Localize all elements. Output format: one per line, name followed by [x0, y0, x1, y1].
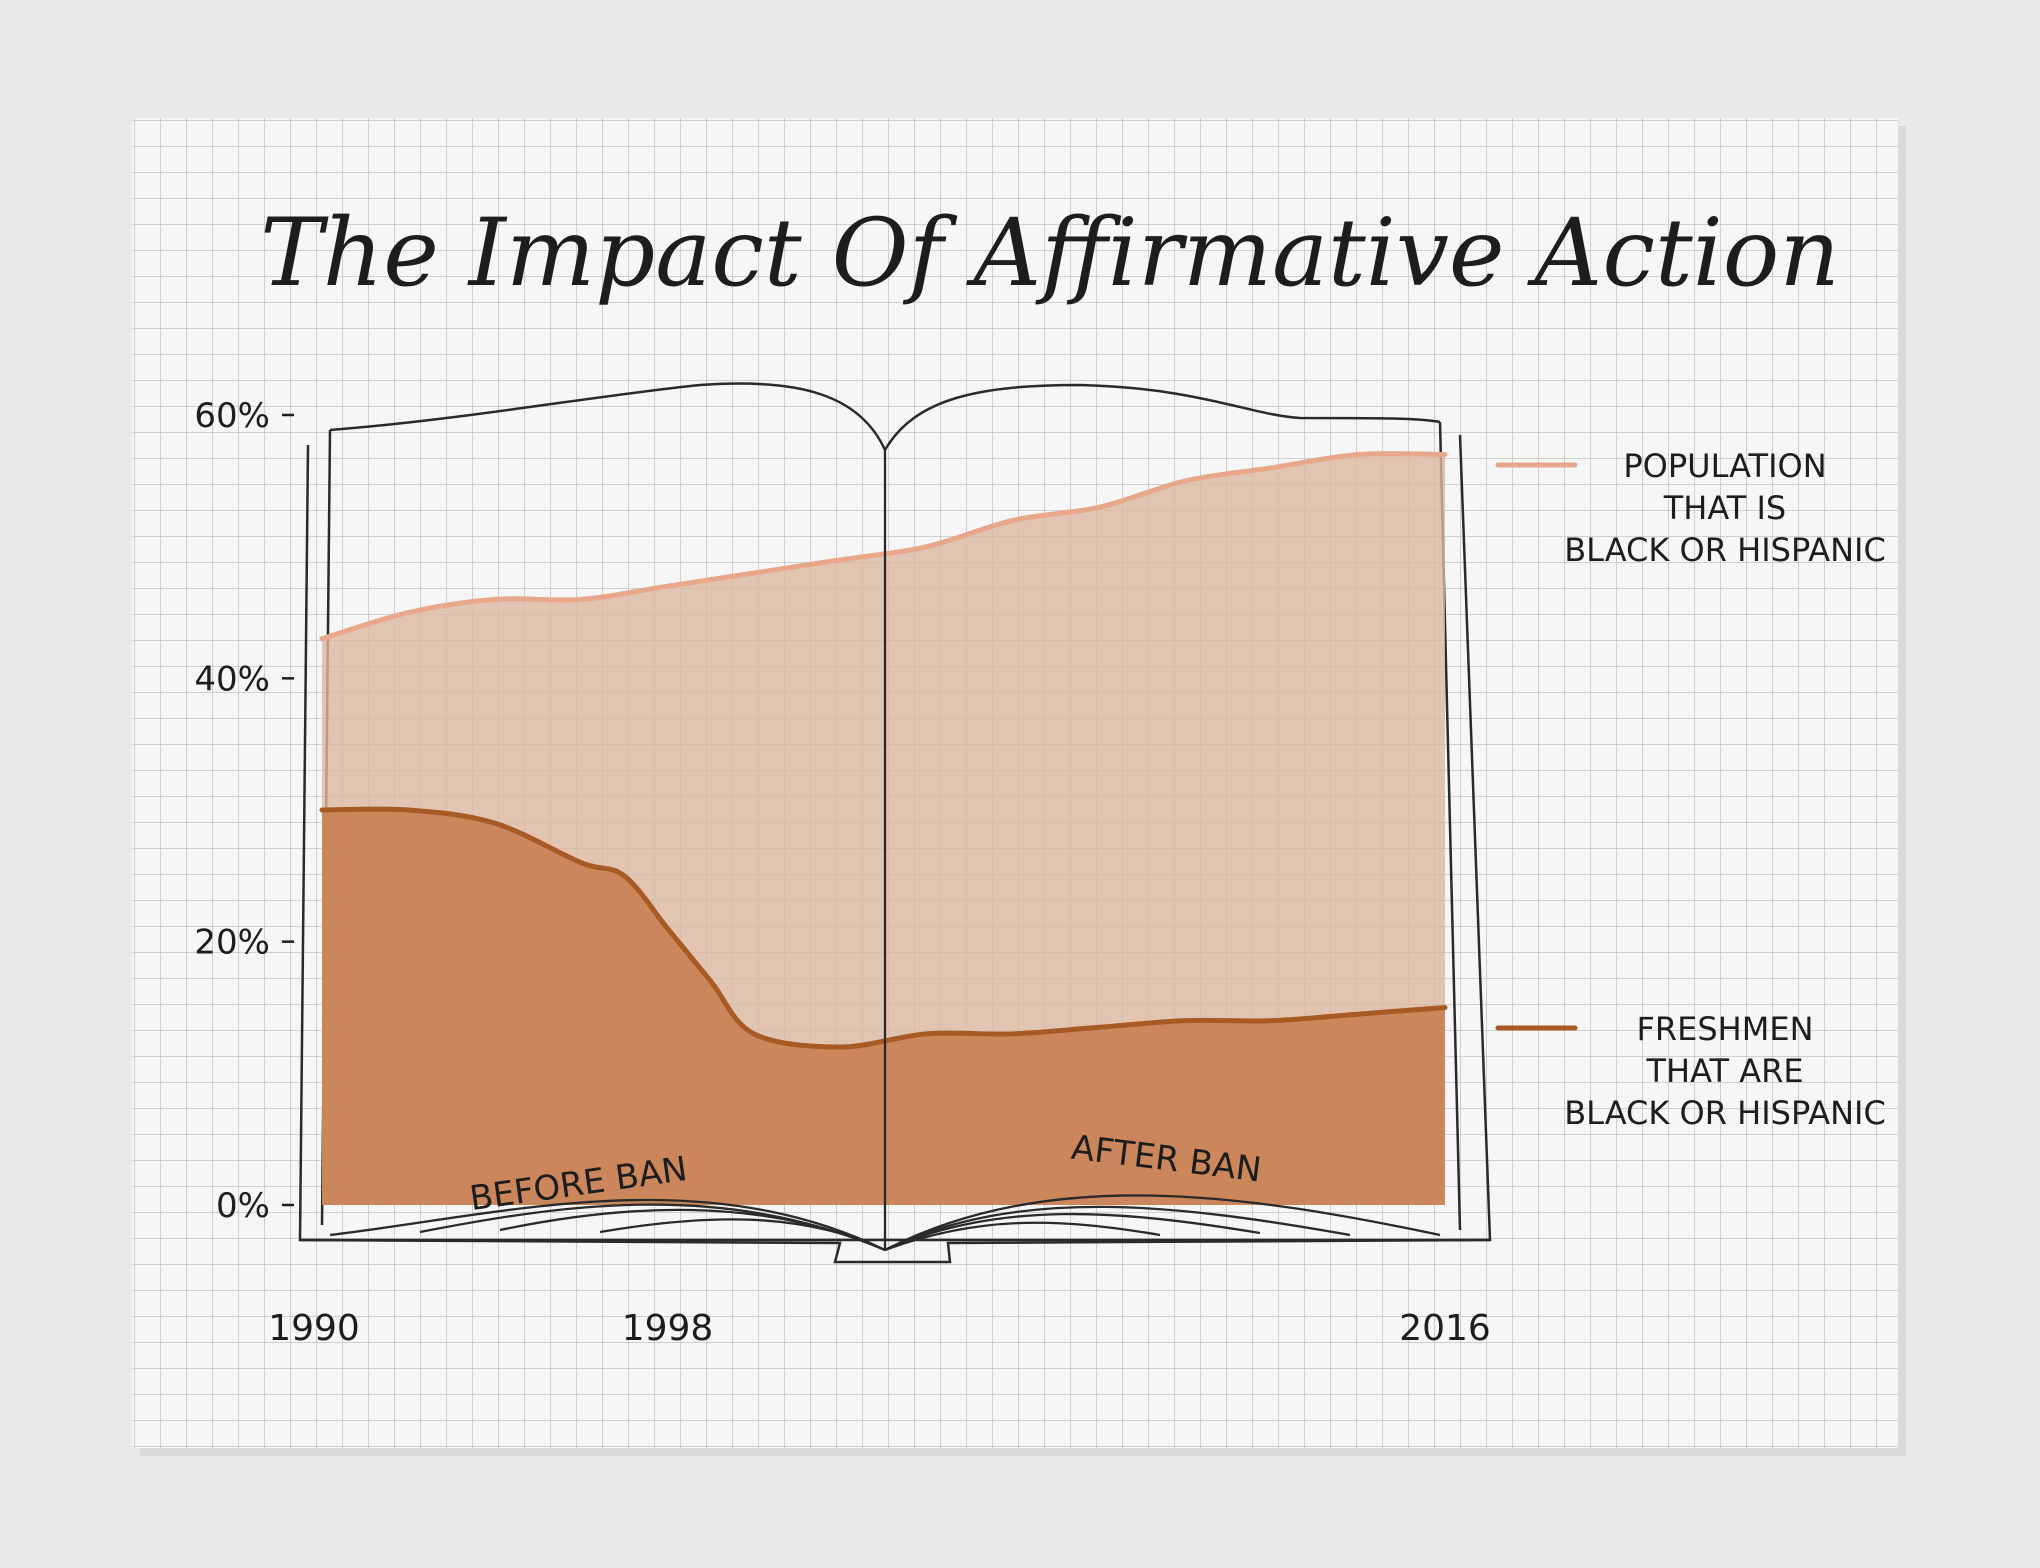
series-2-line	[319, 806, 1448, 1050]
series-1-line	[319, 451, 1448, 642]
book-cover-back	[298, 434, 1492, 1242]
x-tick-label: 1998	[622, 1308, 714, 1349]
legend-label: FRESHMEN THAT ARE BLACK OR HISPANIC	[1564, 1010, 1886, 1132]
series-2-area	[322, 809, 1445, 1205]
chart-title: The Impact Of Affirmative Action	[260, 199, 1840, 308]
book-left-page-top	[329, 382, 887, 451]
y-tick-label: 60%	[194, 396, 270, 436]
y-tick-label: 40%	[194, 659, 270, 699]
book-pages	[329, 450, 1441, 1252]
legend-label: POPULATION THAT IS BLACK OR HISPANIC	[1564, 447, 1886, 569]
book-right-page-top	[883, 383, 1441, 451]
x-tick-label: 2016	[1399, 1308, 1491, 1349]
x-axis: 1990 1998 2016	[268, 1308, 1491, 1349]
legend: POPULATION THAT IS BLACK OR HISPANIC FRESHM…	[1495, 447, 1886, 1132]
legend-item-2: FRESHMEN THAT ARE BLACK OR HISPANIC	[1495, 1010, 1886, 1132]
legend-item-1: POPULATION THAT IS BLACK OR HISPANIC	[1495, 447, 1886, 569]
y-axis: 0% 20% 40% 60%	[194, 396, 294, 1226]
y-tick-label: 20%	[194, 923, 270, 963]
y-tick-label: 0%	[216, 1186, 270, 1226]
plot-area	[319, 451, 1448, 1206]
x-tick-label: 1990	[268, 1308, 360, 1349]
book-cover-front	[299, 1238, 1491, 1264]
